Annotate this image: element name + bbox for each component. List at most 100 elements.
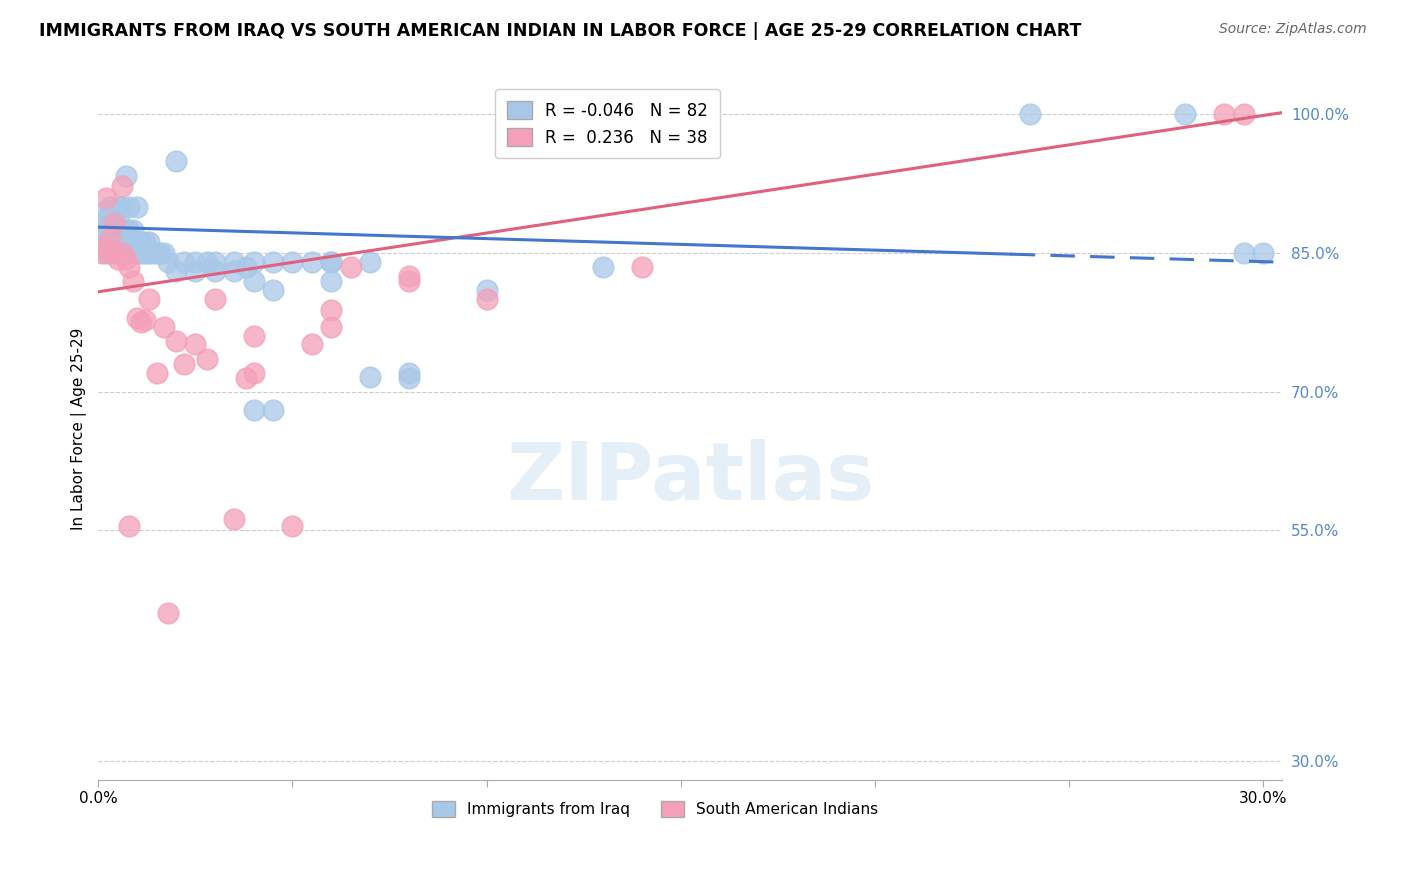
Point (235, 370, 257, 384)
Text: ZIPatlas: ZIPatlas (506, 439, 875, 516)
Point (242, 329, 264, 343)
Point (118, 518, 141, 533)
Point (398, 370, 420, 384)
Point (204, 292, 226, 306)
Point (242, 403, 264, 417)
Point (103, 232, 125, 246)
Point (127, 310, 149, 325)
Point (195, 255, 218, 269)
Point (242, 366, 264, 380)
Point (114, 244, 136, 259)
Legend: Immigrants from Iraq, South American Indians: Immigrants from Iraq, South American Ind… (425, 793, 886, 824)
Point (107, 246, 129, 260)
Point (103, 244, 125, 259)
Point (224, 255, 246, 269)
Point (127, 200, 149, 214)
Point (184, 336, 207, 351)
Point (157, 255, 180, 269)
Point (129, 235, 152, 249)
Point (145, 366, 167, 380)
Point (145, 246, 167, 260)
Point (1019, 107, 1042, 121)
Point (107, 252, 129, 267)
Point (134, 235, 156, 249)
Point (321, 303, 343, 318)
Point (127, 235, 149, 249)
Point (301, 255, 323, 269)
Point (224, 264, 246, 278)
Point (111, 223, 134, 237)
Point (224, 512, 246, 526)
Point (165, 153, 187, 168)
Point (173, 255, 195, 269)
Point (184, 255, 207, 269)
Point (321, 274, 343, 288)
Point (98, 234, 121, 248)
Point (321, 319, 343, 334)
Point (122, 274, 145, 288)
Point (157, 607, 180, 621)
Point (321, 255, 343, 269)
Point (242, 255, 264, 269)
Point (149, 246, 172, 260)
Point (118, 223, 141, 237)
Point (129, 315, 152, 329)
Point (129, 246, 152, 260)
Point (111, 235, 134, 249)
Point (398, 366, 420, 380)
Point (339, 260, 361, 274)
Point (98, 211, 121, 226)
Point (98, 200, 121, 214)
Point (94, 234, 117, 248)
Point (475, 283, 498, 297)
Point (118, 200, 141, 214)
Point (107, 235, 129, 249)
Point (103, 246, 125, 260)
Point (359, 369, 381, 384)
Point (195, 352, 218, 367)
Point (103, 206, 125, 220)
Point (1213, 107, 1236, 121)
Point (165, 264, 187, 278)
Point (165, 334, 187, 348)
Point (262, 403, 284, 417)
Point (94, 221, 117, 235)
Point (184, 264, 207, 278)
Point (1251, 246, 1274, 260)
Point (235, 260, 257, 274)
Point (1174, 107, 1197, 121)
Y-axis label: In Labor Force | Age 25-29: In Labor Force | Age 25-29 (72, 327, 87, 530)
Point (111, 178, 134, 193)
Point (204, 264, 226, 278)
Point (1233, 107, 1256, 121)
Point (475, 292, 498, 306)
Point (134, 312, 156, 326)
Point (122, 223, 145, 237)
Point (359, 255, 381, 269)
Point (138, 292, 160, 306)
Point (173, 357, 195, 371)
Point (98, 232, 121, 246)
Point (592, 260, 614, 274)
Point (114, 223, 136, 237)
Point (134, 246, 156, 260)
Point (262, 255, 284, 269)
Point (142, 246, 165, 260)
Point (114, 169, 136, 184)
Point (94, 241, 117, 255)
Point (94, 246, 117, 260)
Point (122, 246, 145, 260)
Point (204, 255, 226, 269)
Point (262, 283, 284, 297)
Point (111, 246, 134, 260)
Point (153, 319, 176, 334)
Point (1233, 246, 1256, 260)
Point (398, 274, 420, 288)
Point (91, 246, 114, 260)
Point (301, 336, 323, 351)
Text: IMMIGRANTS FROM IRAQ VS SOUTH AMERICAN INDIAN IN LABOR FORCE | AGE 25-29 CORRELA: IMMIGRANTS FROM IRAQ VS SOUTH AMERICAN I… (39, 22, 1081, 40)
Point (111, 200, 134, 214)
Point (118, 235, 141, 249)
Point (91, 241, 114, 255)
Point (138, 235, 160, 249)
